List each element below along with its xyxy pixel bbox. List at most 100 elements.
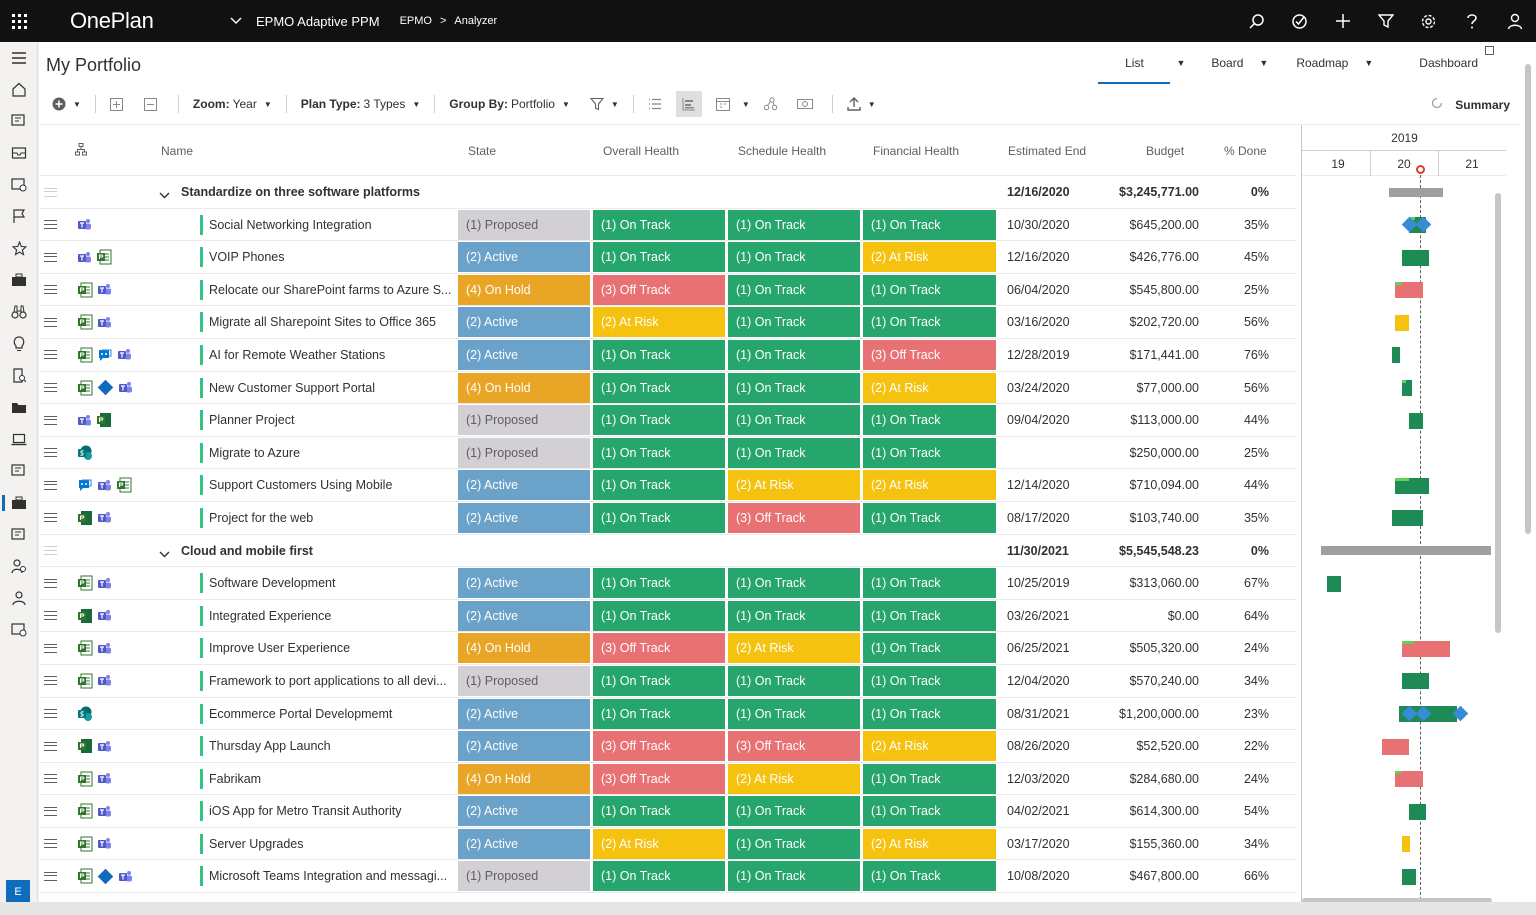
people-icon[interactable] [0, 551, 38, 583]
column-header-schedule-health[interactable]: Schedule Health [738, 144, 827, 158]
page-scrollbar[interactable] [1520, 42, 1536, 902]
briefcase-icon[interactable] [0, 265, 38, 297]
state-cell[interactable]: (1) Proposed [458, 405, 590, 436]
column-header-percent-done[interactable]: % Done [1224, 144, 1267, 158]
table-row[interactable]: Migrate to Azure (1) Proposed (1) On Track… [39, 437, 1296, 470]
overall-health-cell[interactable]: (1) On Track [593, 339, 725, 370]
flag-icon[interactable] [0, 201, 38, 233]
caret-down-icon[interactable]: ▼ [1364, 58, 1374, 68]
portfolio-icon[interactable] [0, 487, 38, 519]
summary-toggle[interactable]: Summary [1431, 97, 1510, 112]
drag-handle-icon[interactable] [42, 372, 58, 404]
state-cell[interactable]: (2) Active [458, 731, 590, 762]
state-cell[interactable]: (1) Proposed [458, 209, 590, 240]
expand-all-icon[interactable] [104, 91, 130, 117]
state-cell[interactable]: (4) On Hold [458, 274, 590, 305]
table-row[interactable]: Software Development (2) Active (1) On Tra… [39, 567, 1296, 600]
state-cell[interactable]: (2) Active [458, 242, 590, 273]
state-cell[interactable]: (2) Active [458, 796, 590, 827]
home-icon[interactable] [0, 74, 38, 106]
gantt-task-bar[interactable] [1402, 379, 1413, 396]
zoom-dropdown[interactable]: Zoom: Year ▼ [193, 89, 272, 119]
financial-health-cell[interactable]: (3) Off Track [863, 339, 996, 370]
drag-handle-icon[interactable] [42, 535, 58, 567]
gantt-task-bar[interactable] [1395, 282, 1423, 299]
drag-handle-icon[interactable] [42, 339, 58, 371]
overall-health-cell[interactable]: (1) On Track [593, 372, 725, 403]
state-cell[interactable]: (2) Active [458, 568, 590, 599]
gantt-summary-bar[interactable] [1320, 546, 1491, 556]
money-icon[interactable] [792, 91, 818, 117]
binoculars-icon[interactable] [0, 296, 38, 328]
gantt-scrollbar[interactable] [1495, 193, 1501, 633]
overall-health-cell[interactable]: (1) On Track [593, 796, 725, 827]
breadcrumb-item[interactable]: Analyzer [454, 15, 498, 27]
table-row[interactable]: AI for Remote Weather Stations (2) Active… [39, 339, 1296, 372]
gantt-task-bar[interactable] [1402, 868, 1416, 885]
overall-health-cell[interactable]: (2) At Risk [593, 307, 725, 338]
schedule-health-cell[interactable]: (1) On Track [728, 405, 860, 436]
gantt-summary-bar[interactable] [1388, 187, 1443, 197]
financial-health-cell[interactable]: (1) On Track [863, 437, 996, 468]
column-header-estimated-end[interactable]: Estimated End [1008, 144, 1087, 158]
schedule-health-cell[interactable]: (2) At Risk [728, 633, 860, 664]
drag-handle-icon[interactable] [42, 469, 58, 501]
project-name-link[interactable]: New Customer Support Portal [200, 377, 496, 398]
search-icon[interactable] [1235, 0, 1278, 42]
table-row[interactable]: Microsoft Teams Integration and messagi.… [39, 860, 1296, 894]
schedule-health-cell[interactable]: (1) On Track [728, 600, 860, 631]
report-icon[interactable] [0, 169, 38, 201]
project-name-link[interactable]: Fabrikam [200, 768, 496, 789]
person-icon[interactable] [0, 583, 38, 615]
drag-handle-icon[interactable] [42, 437, 58, 469]
column-header-financial-health[interactable]: Financial Health [873, 144, 960, 158]
project-name-link[interactable]: Software Development [200, 573, 496, 594]
laptop-icon[interactable] [0, 424, 38, 456]
drag-handle-icon[interactable] [42, 567, 58, 599]
project-name-link[interactable]: Framework to port applications to all de… [200, 670, 496, 691]
drag-handle-icon[interactable] [42, 209, 58, 241]
table-row[interactable]: Social Networking Integration (1) Propose… [39, 209, 1296, 242]
drag-handle-icon[interactable] [42, 274, 58, 306]
drag-handle-icon[interactable] [42, 632, 58, 664]
state-cell[interactable]: (2) Active [458, 502, 590, 533]
table-row[interactable]: Improve User Experience (4) On Hold (3) Of… [39, 632, 1296, 665]
schedule-health-cell[interactable]: (1) On Track [728, 274, 860, 305]
project-name-link[interactable]: Microsoft Teams Integration and messagi.… [200, 866, 496, 887]
financial-health-cell[interactable]: (1) On Track [863, 274, 996, 305]
drag-handle-icon[interactable] [42, 241, 58, 273]
table-row[interactable]: Framework to port applications to all de… [39, 665, 1296, 698]
project-name-link[interactable]: Ecommerce Portal Developmemt [200, 703, 496, 724]
state-cell[interactable]: (4) On Hold [458, 763, 590, 794]
column-header-state[interactable]: State [468, 144, 497, 158]
gantt-task-bar[interactable] [1409, 803, 1426, 820]
table-row[interactable]: Integrated Experience (2) Active (1) On Tr… [39, 600, 1296, 633]
drag-handle-icon[interactable] [42, 730, 58, 762]
schedule-health-cell[interactable]: (1) On Track [728, 861, 860, 892]
gantt-view-icon[interactable] [675, 91, 702, 117]
drag-handle-icon[interactable] [42, 176, 58, 208]
tab-dashboard[interactable]: Dashboard [1385, 42, 1490, 84]
project-name-link[interactable]: Migrate all Sharepoint Sites to Office 3… [200, 312, 496, 333]
project-name-link[interactable]: Support Customers Using Mobile [200, 475, 496, 496]
hierarchy-icon[interactable] [758, 91, 784, 117]
state-cell[interactable]: (2) Active [458, 698, 590, 729]
plan-type-dropdown[interactable]: Plan Type: 3 Types ▼ [301, 89, 421, 119]
hierarchy-icon[interactable] [75, 143, 87, 159]
financial-health-cell[interactable]: (1) On Track [863, 307, 996, 338]
user-icon[interactable] [1493, 0, 1536, 42]
drag-handle-icon[interactable] [42, 306, 58, 338]
column-header-name[interactable]: Name [161, 144, 194, 158]
project-name-link[interactable]: Integrated Experience [200, 605, 496, 626]
gantt-task-bar[interactable] [1402, 640, 1450, 657]
schedule-health-cell[interactable]: (1) On Track [728, 242, 860, 273]
schedule-health-cell[interactable]: (3) Off Track [728, 502, 860, 533]
gantt-task-bar[interactable] [1402, 673, 1430, 690]
chevron-down-icon[interactable] [159, 546, 170, 561]
column-header-budget[interactable]: Budget [1146, 144, 1185, 158]
project-name-link[interactable]: Relocate our SharePoint farms to Azure S… [200, 279, 496, 300]
state-cell[interactable]: (2) Active [458, 828, 590, 859]
state-cell[interactable]: (2) Active [458, 307, 590, 338]
state-cell[interactable]: (1) Proposed [458, 861, 590, 892]
project-name-link[interactable]: Planner Project [200, 410, 496, 431]
